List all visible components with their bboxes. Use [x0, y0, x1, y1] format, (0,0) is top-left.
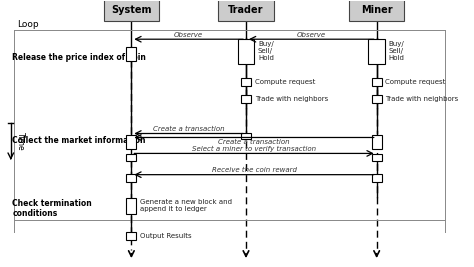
Text: Time: Time	[16, 132, 25, 151]
Text: Check termination
conditions: Check termination conditions	[12, 199, 92, 218]
Text: Create a transaction: Create a transaction	[218, 139, 290, 145]
Text: Release the price index of coin: Release the price index of coin	[12, 53, 146, 62]
Text: Observe: Observe	[174, 32, 203, 38]
FancyBboxPatch shape	[104, 0, 159, 21]
Bar	[241, 133, 251, 139]
Bar	[127, 232, 137, 240]
Text: Buy/
Sell/
Hold: Buy/ Sell/ Hold	[389, 41, 404, 61]
Text: Generate a new block and
append it to ledger: Generate a new block and append it to le…	[140, 199, 232, 212]
Text: Buy/
Sell/
Hold: Buy/ Sell/ Hold	[258, 41, 274, 61]
Bar	[372, 95, 382, 103]
Text: Output Results: Output Results	[140, 233, 191, 239]
Bar	[372, 174, 382, 182]
Bar	[241, 95, 251, 103]
Bar	[127, 154, 137, 161]
Bar	[372, 135, 382, 149]
Bar	[127, 198, 137, 214]
Text: Compute request: Compute request	[255, 79, 315, 85]
Bar	[238, 38, 254, 64]
Text: Create a transaction: Create a transaction	[153, 126, 225, 132]
Bar	[241, 78, 251, 86]
FancyBboxPatch shape	[219, 0, 273, 21]
Bar	[372, 154, 382, 161]
Bar	[127, 174, 137, 182]
Text: Select a miner to verify transaction: Select a miner to verify transaction	[192, 146, 316, 152]
Text: Miner: Miner	[361, 5, 392, 15]
Text: Compute request: Compute request	[385, 79, 446, 85]
Bar	[127, 46, 137, 61]
Bar	[127, 135, 137, 149]
Bar	[368, 38, 385, 64]
Text: Observe: Observe	[297, 32, 326, 38]
Text: Trader: Trader	[228, 5, 264, 15]
Text: Trade with neighbors: Trade with neighbors	[385, 96, 459, 102]
Text: System: System	[111, 5, 152, 15]
Text: Collect the market information: Collect the market information	[12, 136, 146, 145]
Text: Loop: Loop	[17, 19, 38, 29]
Text: Receive the coin reward: Receive the coin reward	[211, 167, 297, 174]
Bar	[372, 78, 382, 86]
Text: Trade with neighbors: Trade with neighbors	[255, 96, 328, 102]
FancyBboxPatch shape	[349, 0, 404, 21]
